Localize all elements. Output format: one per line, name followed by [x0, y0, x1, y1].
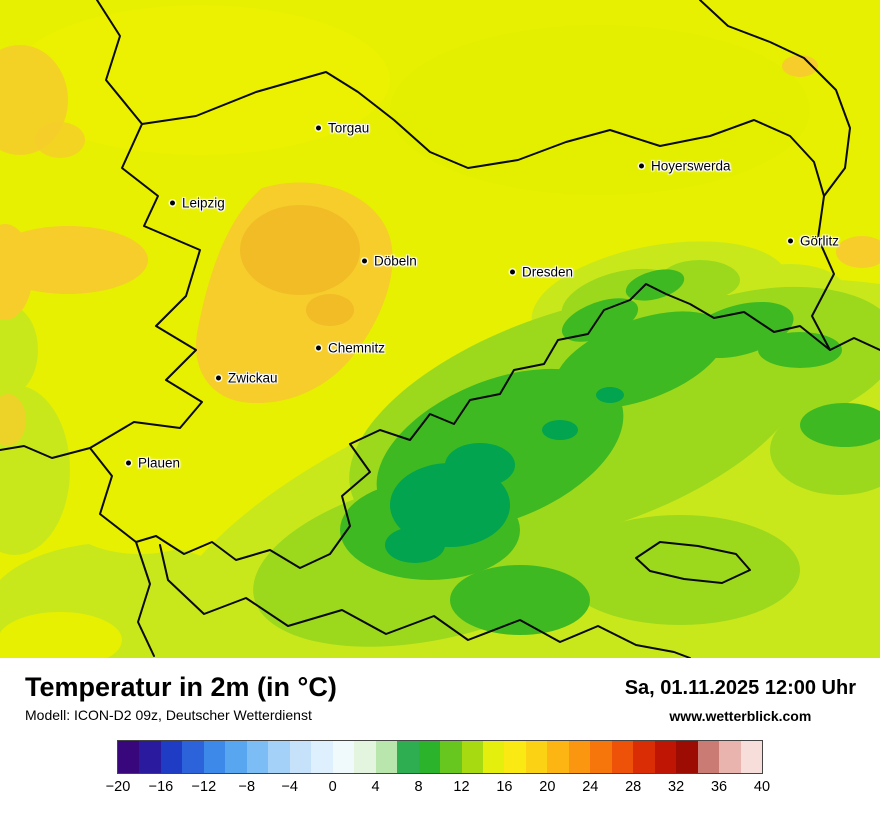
border-lines — [0, 0, 880, 658]
model-info: Modell: ICON-D2 09z, Deutscher Wetterdie… — [25, 707, 312, 724]
legend-tick-label: −8 — [238, 779, 256, 795]
weather-map: Torgau Leipzig Hoyerswerda Görlitz Döbeln Dre… — [0, 0, 880, 658]
border-east — [811, 195, 835, 351]
border-south-lower — [159, 544, 691, 658]
footer: Temperatur in 2m (in °C) Modell: ICON-D2… — [0, 658, 880, 724]
border-south-ridge — [155, 283, 880, 569]
legend-color-segment — [225, 741, 247, 773]
legend-tick-label: 28 — [625, 779, 642, 795]
legend-tick-label: 0 — [328, 779, 337, 795]
legend-tick-label: 32 — [668, 779, 685, 795]
legend-color-segment — [654, 741, 677, 773]
border-enclave-loop — [635, 541, 751, 584]
legend-color-segment — [397, 741, 419, 773]
legend-color-segment — [590, 741, 612, 773]
legend-color-segment — [139, 741, 161, 773]
legend-colorbar — [117, 740, 763, 774]
legend-color-segment — [418, 741, 441, 773]
legend-color-segment — [440, 741, 462, 773]
footer-left: Temperatur in 2m (in °C) Modell: ICON-D2… — [25, 672, 337, 724]
legend-color-segment — [375, 741, 398, 773]
legend-color-segment — [633, 741, 655, 773]
website-text: www.wetterblick.com — [669, 708, 812, 724]
border-north — [141, 71, 825, 197]
legend-tick-label: 8 — [414, 779, 423, 795]
legend-color-segment — [118, 741, 140, 773]
legend-color-segment — [740, 741, 763, 773]
legend-color-segment — [568, 741, 591, 773]
legend-color-segment — [160, 741, 183, 773]
legend-tick-label: 24 — [582, 779, 599, 795]
legend-tick-label: 36 — [710, 779, 728, 795]
legend-color-segment — [354, 741, 376, 773]
legend-tick-label: 4 — [371, 779, 380, 795]
temperature-field-svg — [0, 0, 880, 658]
legend-color-segment — [182, 741, 204, 773]
legend-color-segment — [525, 741, 548, 773]
legend-color-segment — [289, 741, 312, 773]
legend-tick-label: −4 — [281, 779, 298, 795]
legend-color-segment — [482, 741, 505, 773]
border-southwest — [135, 541, 155, 657]
legend-tick-labels: −20 −16 −12 −8 −4 0 4 8 12 16 20 24 28 32 36 40 — [106, 779, 770, 799]
page-title: Temperatur in 2m (in °C) — [25, 672, 337, 702]
legend-tick-label: 20 — [539, 779, 556, 795]
temperature-blobs — [0, 45, 880, 658]
legend-color-segment — [611, 741, 634, 773]
legend-color-segment — [203, 741, 226, 773]
border-west — [89, 0, 203, 543]
legend-color-segment — [461, 741, 483, 773]
border-northeast — [699, 0, 851, 197]
legend-color-segment — [332, 741, 355, 773]
legend-color-segment — [246, 741, 269, 773]
legend-color-segment — [311, 741, 333, 773]
legend-color-segment — [719, 741, 741, 773]
temperature-legend: −20 −16 −12 −8 −4 0 4 8 12 16 20 24 28 32 36 40 — [0, 740, 880, 799]
border-west-spur — [0, 445, 91, 459]
legend-tick-label: 16 — [496, 779, 513, 795]
legend-color-segment — [697, 741, 720, 773]
legend-color-segment — [504, 741, 526, 773]
legend-color-segment — [547, 741, 569, 773]
legend-tick-label: −20 — [105, 779, 131, 795]
legend-tick-label: −16 — [148, 779, 174, 795]
legend-color-segment — [676, 741, 698, 773]
legend-tick-label: −12 — [191, 779, 217, 795]
legend-color-segment — [268, 741, 290, 773]
legend-tick-label: 12 — [453, 779, 470, 795]
forecast-datetime: Sa, 01.11.2025 12:00 Uhr — [624, 677, 856, 699]
legend-tick-label: 40 — [753, 779, 771, 795]
footer-right: Sa, 01.11.2025 12:00 Uhr www.wetterblick… — [625, 673, 856, 724]
